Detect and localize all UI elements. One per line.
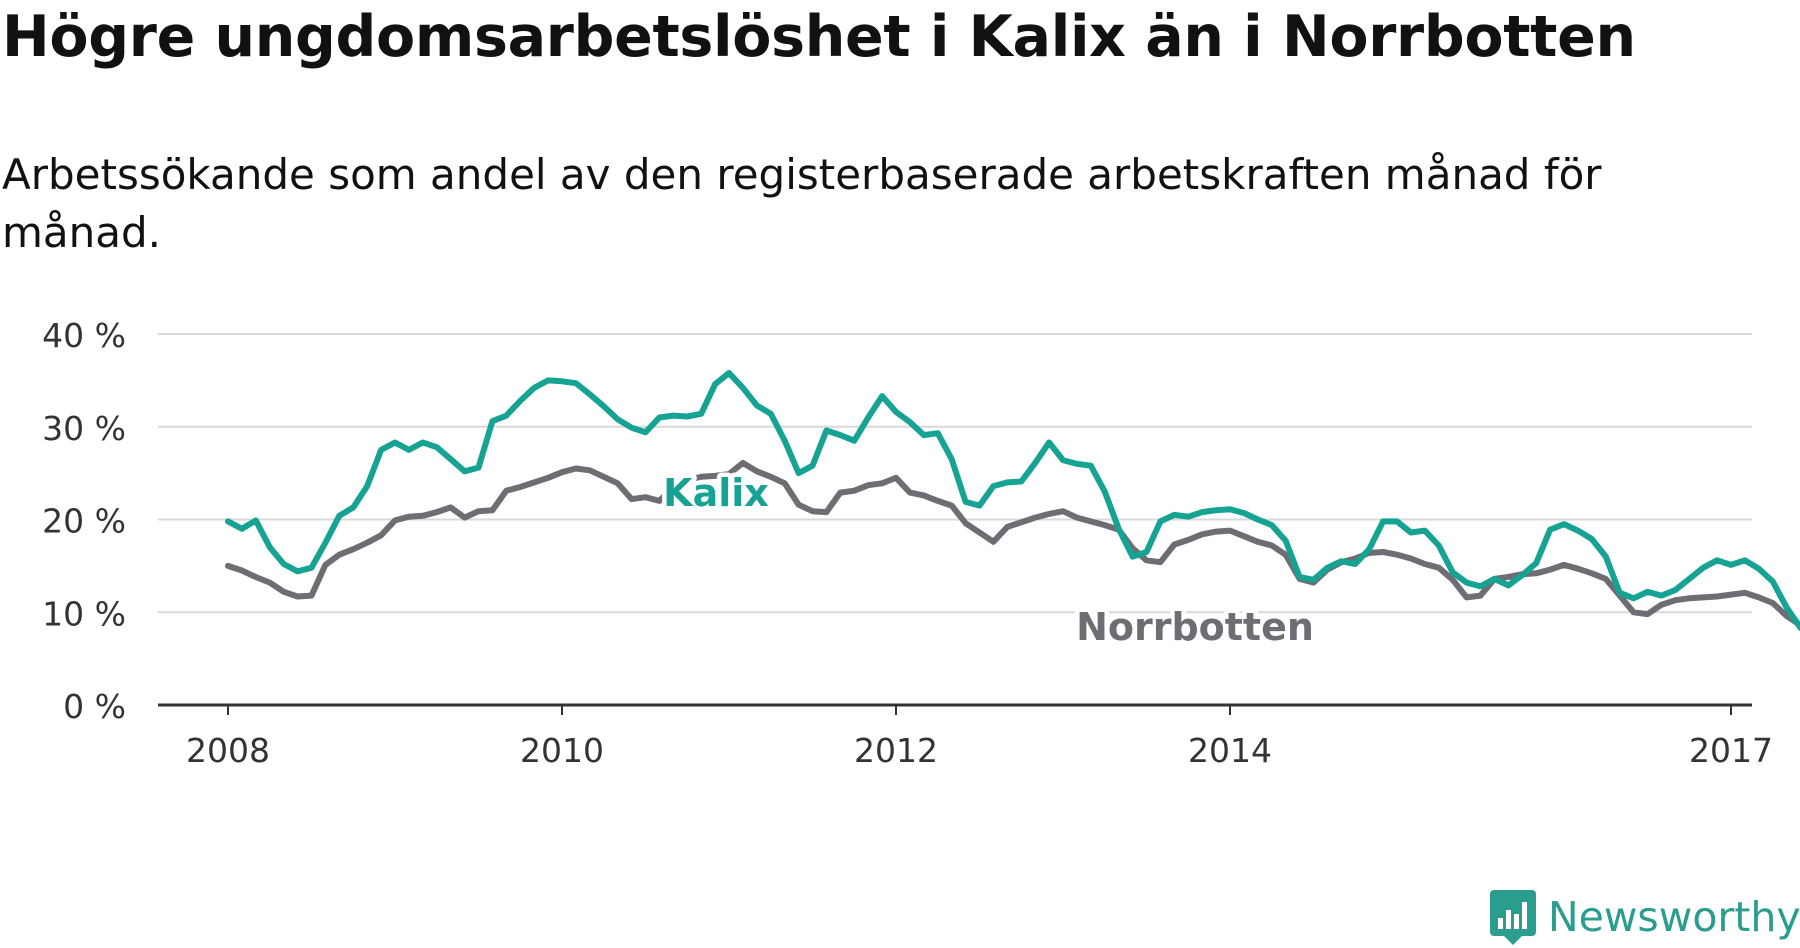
y-tick-label: 20 % — [42, 502, 126, 541]
y-tick-label: 40 % — [42, 316, 126, 355]
brand-name: Newsworthy — [1548, 893, 1800, 941]
newsworthy-logo: Newsworthy — [1490, 888, 1800, 946]
line-chart: 0 % 10 % 20 % 30 % 40 % 2008 2010 2012 2014 2017… — [42, 316, 1800, 770]
gridlines — [158, 333, 1752, 707]
series-line-kalix — [225, 370, 1800, 631]
y-tick-label: 0 % — [63, 687, 126, 726]
x-tick-label: 2010 — [520, 731, 604, 770]
bar-chart-logo-icon — [1490, 890, 1536, 945]
y-tick-label: 10 % — [42, 594, 126, 633]
series-labels: KalixNorrbotten4,4 %4 % — [659, 467, 1319, 654]
chart-subtitle: Arbetssökande som andel av den registerb… — [2, 150, 1602, 257]
y-tick-label: 30 % — [42, 409, 126, 448]
x-axis-tick-labels: 200820102012201420172019202120232025 — [186, 705, 1773, 770]
x-tick-label: 2012 — [854, 731, 938, 770]
y-axis-tick-labels: 0 % 10 % 20 % 30 % 40 % — [42, 316, 126, 726]
x-tick-label: 2008 — [186, 731, 270, 770]
series-lines — [225, 370, 1800, 631]
series-line-norrbotten — [225, 459, 1800, 629]
x-tick-label: 2017 — [1689, 731, 1773, 770]
series-label-kalix: Kalix — [663, 471, 769, 515]
chart-title: Högre ungdomsarbetslöshet i Kalix än i N… — [2, 4, 1636, 70]
series-label-norrbotten: Norrbotten — [1076, 605, 1314, 649]
x-tick-label: 2014 — [1188, 731, 1272, 770]
